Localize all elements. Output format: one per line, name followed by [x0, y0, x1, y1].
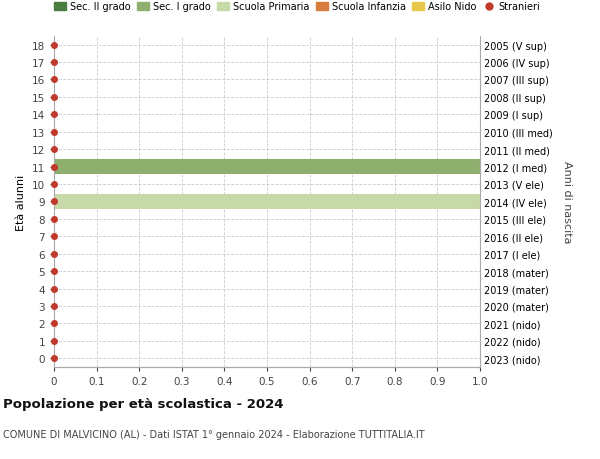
- Y-axis label: Anni di nascita: Anni di nascita: [562, 161, 572, 243]
- Bar: [54, 195, 480, 209]
- Text: Popolazione per età scolastica - 2024: Popolazione per età scolastica - 2024: [3, 397, 284, 410]
- Bar: [54, 160, 480, 174]
- Legend: Sec. II grado, Sec. I grado, Scuola Primaria, Scuola Infanzia, Asilo Nido, Stran: Sec. II grado, Sec. I grado, Scuola Prim…: [50, 0, 544, 17]
- Text: COMUNE DI MALVICINO (AL) - Dati ISTAT 1° gennaio 2024 - Elaborazione TUTTITALIA.: COMUNE DI MALVICINO (AL) - Dati ISTAT 1°…: [3, 429, 425, 439]
- Y-axis label: Età alunni: Età alunni: [16, 174, 26, 230]
